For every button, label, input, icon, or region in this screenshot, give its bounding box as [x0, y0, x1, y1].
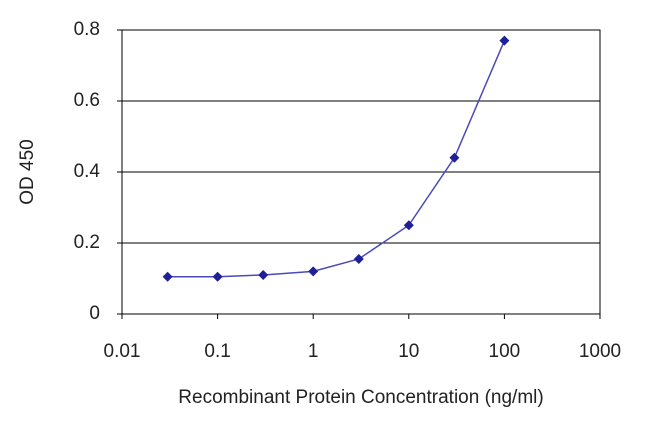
y-tick-label: 0.4 [74, 161, 101, 182]
y-axis-label: OD 450 [17, 139, 38, 204]
marker [353, 253, 364, 264]
x-tick-label: 100 [489, 341, 521, 362]
x-tick-label: 10 [398, 341, 419, 362]
x-tick-label: 0.1 [204, 341, 230, 362]
line [167, 40, 506, 278]
y-tick-label: 0 [89, 303, 100, 324]
x-tick-label: 1 [308, 341, 319, 362]
marker [308, 266, 319, 277]
y-tick-label: 0.2 [74, 232, 100, 253]
x-axis-label: Recombinant Protein Concentration (ng/ml… [178, 387, 543, 408]
marker [449, 152, 460, 163]
x-tick-label: 0.01 [104, 341, 141, 362]
marker [403, 220, 414, 231]
plot-frame [121, 29, 601, 315]
x-tick-label: 1000 [579, 341, 621, 362]
y-tick-label: 0.8 [74, 19, 100, 40]
marker [499, 35, 510, 46]
marker [212, 271, 223, 282]
y-tick-label: 0.6 [74, 90, 100, 111]
marker [258, 269, 269, 280]
marker [162, 271, 173, 282]
